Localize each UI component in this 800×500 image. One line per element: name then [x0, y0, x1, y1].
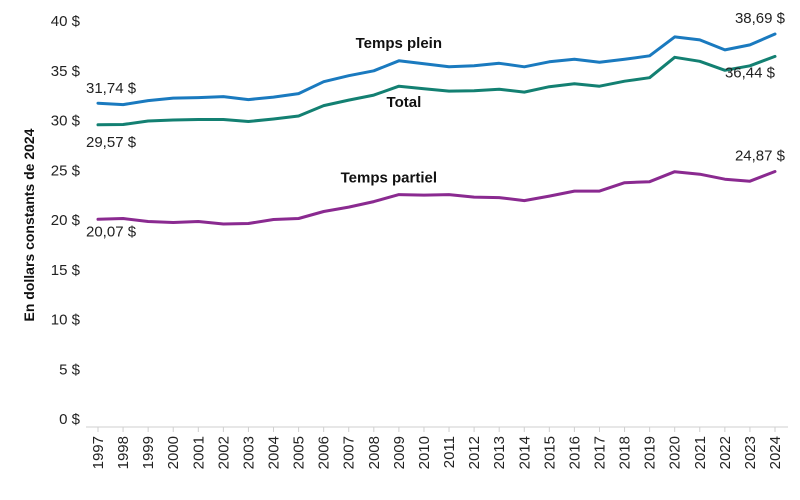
x-tick-label: 2005 — [291, 436, 308, 469]
x-tick-label: 1999 — [140, 436, 157, 469]
y-tick-label: 40 $ — [51, 13, 81, 30]
value-annotation: 20,07 $ — [86, 223, 137, 240]
x-tick-label: 2020 — [667, 436, 684, 469]
y-tick-label: 30 $ — [51, 113, 81, 130]
x-tick-label: 2021 — [692, 436, 709, 469]
x-tick-label: 2024 — [767, 436, 784, 469]
x-tick-label: 2003 — [240, 436, 257, 469]
x-tick-label: 2007 — [341, 436, 358, 469]
x-tick-label: 2010 — [416, 436, 433, 469]
x-tick-label: 2013 — [491, 436, 508, 469]
x-tick-label: 2017 — [591, 436, 608, 469]
series-name-label: Total — [387, 94, 422, 111]
series-line — [96, 32, 777, 107]
x-tick-label: 2002 — [215, 436, 232, 469]
series-lines — [96, 32, 777, 226]
x-tick-label: 2012 — [466, 436, 483, 469]
x-tick-label: 2011 — [441, 436, 458, 468]
series-name-label: Temps plein — [356, 35, 442, 52]
series-line — [96, 170, 777, 226]
annotations: 31,74 $ 38,69 $ 29,57 $ 36,44 $ 20,07 $ 24,87… — [86, 10, 786, 240]
y-tick-label: 5 $ — [59, 361, 81, 378]
x-tick-label: 2016 — [566, 436, 583, 469]
value-annotation: 31,74 $ — [86, 80, 137, 97]
x-tick-label: 2009 — [391, 436, 408, 469]
series-line — [96, 54, 777, 127]
x-tick-label: 2018 — [617, 436, 634, 469]
x-tick-label: 2000 — [165, 436, 182, 469]
value-annotation: 29,57 $ — [86, 134, 137, 151]
y-axis-label: En dollars constants de 2024 — [21, 128, 37, 321]
x-tick-label: 2019 — [642, 436, 659, 469]
y-tick-label: 10 $ — [51, 312, 81, 329]
x-tick-label: 1997 — [90, 436, 107, 469]
x-tick-label: 2001 — [190, 436, 207, 469]
y-tick-label: 35 $ — [51, 63, 81, 80]
value-annotation: 24,87 $ — [735, 148, 786, 165]
x-tick-label: 2004 — [266, 436, 283, 469]
series-labels: Temps plein Total Temps partiel — [341, 35, 442, 187]
x-tick-label: 2015 — [541, 436, 558, 469]
x-ticks: 1997 1998 1999 2000 2001 2002 2003 2004 2005 2006… — [90, 427, 784, 469]
value-annotation: 36,44 $ — [725, 64, 776, 81]
y-tick-label: 15 $ — [51, 262, 81, 279]
value-annotation: 38,69 $ — [735, 10, 786, 27]
x-tick-label: 2006 — [316, 436, 333, 469]
x-tick-label: 1998 — [115, 436, 132, 469]
x-tick-label: 2022 — [717, 436, 734, 469]
y-tick-label: 0 $ — [59, 411, 81, 428]
y-tick-label: 25 $ — [51, 162, 81, 179]
y-tick-label: 20 $ — [51, 212, 81, 229]
x-tick-label: 2023 — [742, 436, 759, 469]
series-name-label: Temps partiel — [341, 170, 437, 187]
x-tick-label: 2014 — [516, 436, 533, 469]
x-tick-label: 2008 — [366, 436, 383, 469]
y-ticks: 0 $ 5 $ 10 $ 15 $ 20 $ 25 $ 30 $ 35 $ 40 $ — [51, 13, 81, 428]
